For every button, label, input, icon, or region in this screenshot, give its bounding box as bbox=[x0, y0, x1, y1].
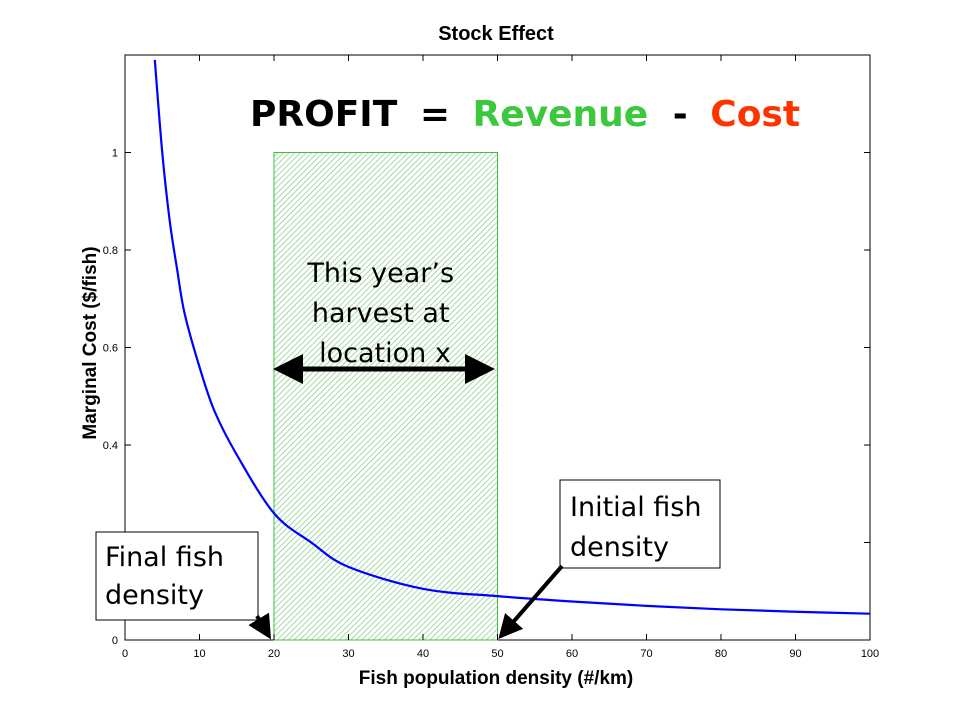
harvest-label-line-1: This year’s bbox=[306, 258, 454, 289]
harvest-label-line-2: harvest at bbox=[312, 298, 450, 329]
x-tick-label: 30 bbox=[342, 648, 354, 660]
cost-word: Cost bbox=[710, 94, 800, 135]
x-tick-label: 10 bbox=[193, 648, 205, 660]
harvest-region bbox=[273, 152, 498, 641]
y-axis-label: Marginal Cost ($/fish) bbox=[80, 246, 101, 439]
final-density-arrow bbox=[248, 612, 272, 640]
final-density-line-1: Final fish bbox=[105, 542, 224, 573]
equals-sign: = bbox=[420, 94, 450, 135]
minus-sign: - bbox=[673, 94, 688, 135]
chart-title: Stock Effect bbox=[438, 23, 554, 45]
y-tick-label: 0.6 bbox=[103, 343, 118, 355]
final-density-text: Final fish density bbox=[105, 542, 233, 611]
initial-density-text: Initial fish density bbox=[570, 492, 710, 563]
y-tick-label: 0 bbox=[112, 635, 118, 647]
x-tick-label: 100 bbox=[861, 648, 879, 660]
x-tick-label: 80 bbox=[715, 648, 727, 660]
profit-equation: PROFIT = Revenue - Cost bbox=[250, 94, 800, 135]
marginal-cost-curve bbox=[153, 59, 871, 615]
x-axis-label: Fish population density (#/km) bbox=[359, 668, 633, 689]
final-density-callout bbox=[95, 531, 259, 621]
y-tick-label: 0.8 bbox=[103, 245, 118, 257]
initial-density-line-2: density bbox=[570, 532, 669, 563]
initial-density-arrow bbox=[498, 564, 564, 640]
x-tick-label: 90 bbox=[789, 648, 801, 660]
final-density-line-2: density bbox=[105, 580, 204, 611]
y-tick-label: 0.4 bbox=[103, 440, 118, 452]
harvest-label-line-3: location x bbox=[319, 338, 451, 369]
initial-density-line-1: Initial fish bbox=[570, 492, 701, 523]
x-axis-ticks: 0 10 20 30 40 50 60 70 80 90 100 bbox=[122, 55, 879, 660]
x-tick-label: 70 bbox=[640, 648, 652, 660]
x-tick-label: 20 bbox=[268, 648, 280, 660]
profit-word: PROFIT bbox=[250, 94, 398, 135]
initial-density-callout bbox=[559, 479, 721, 569]
revenue-word: Revenue bbox=[473, 94, 649, 135]
x-tick-label: 0 bbox=[122, 648, 128, 660]
y-tick-label: 1 bbox=[112, 148, 118, 160]
y-axis-ticks: 00.20.40.60.81 bbox=[103, 148, 870, 647]
x-tick-label: 60 bbox=[566, 648, 578, 660]
harvest-label: This year’s harvest at location x bbox=[306, 258, 462, 369]
x-tick-label: 50 bbox=[491, 648, 503, 660]
x-tick-label: 40 bbox=[417, 648, 429, 660]
